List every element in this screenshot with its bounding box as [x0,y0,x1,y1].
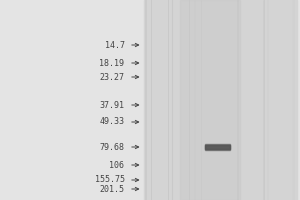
Bar [144,0,297,200]
Text: 49.33: 49.33 [100,117,124,127]
Text: 23.27: 23.27 [100,72,124,82]
Text: 79.68: 79.68 [100,142,124,152]
Text: 14.7: 14.7 [104,40,124,49]
Text: 106: 106 [110,160,124,170]
Text: 155.75: 155.75 [94,176,124,184]
Bar [205,144,230,150]
Text: 18.19: 18.19 [100,58,124,68]
Bar [180,0,240,200]
Text: 201.5: 201.5 [100,184,124,194]
Bar [205,145,230,149]
Bar [205,144,230,150]
Text: 37.91: 37.91 [100,100,124,110]
